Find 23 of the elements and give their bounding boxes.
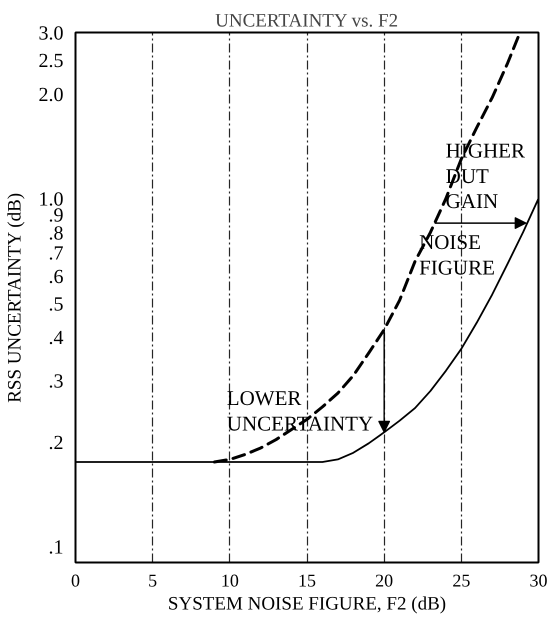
x-axis-title: SYSTEM NOISE FIGURE, F2 (dB)	[168, 594, 446, 614]
y-tick-label: 2.0	[38, 84, 64, 106]
y-tick-label: .7	[48, 242, 64, 264]
x-tick-label: 20	[375, 570, 394, 590]
y-tick-label: .8	[48, 222, 64, 244]
y-axis-title: RSS UNCERTAINTY (dB)	[4, 192, 26, 403]
chart-title: UNCERTAINTY vs. F2	[215, 10, 398, 32]
x-tick-label: 0	[71, 570, 80, 590]
x-tick-label: 25	[452, 570, 470, 590]
annotation: NOISE FIGURE	[419, 230, 495, 280]
y-tick-label: .3	[48, 370, 64, 393]
y-tick-label: 2.5	[38, 50, 64, 72]
y-tick-label: .5	[48, 293, 64, 316]
x-tick-label: 10	[220, 570, 239, 590]
y-tick-label: .6	[48, 266, 64, 288]
y-tick-label: .4	[48, 327, 64, 350]
x-tick-label: 5	[148, 570, 158, 590]
x-tick-label: 15	[298, 570, 316, 590]
x-tick-label: 30	[530, 570, 547, 590]
annotation: HIGHER DUT GAIN	[446, 138, 525, 214]
y-tick-label: .1	[48, 536, 64, 559]
y-tick-label: 3.0	[38, 22, 64, 44]
y-tick-label: .2	[48, 432, 64, 454]
